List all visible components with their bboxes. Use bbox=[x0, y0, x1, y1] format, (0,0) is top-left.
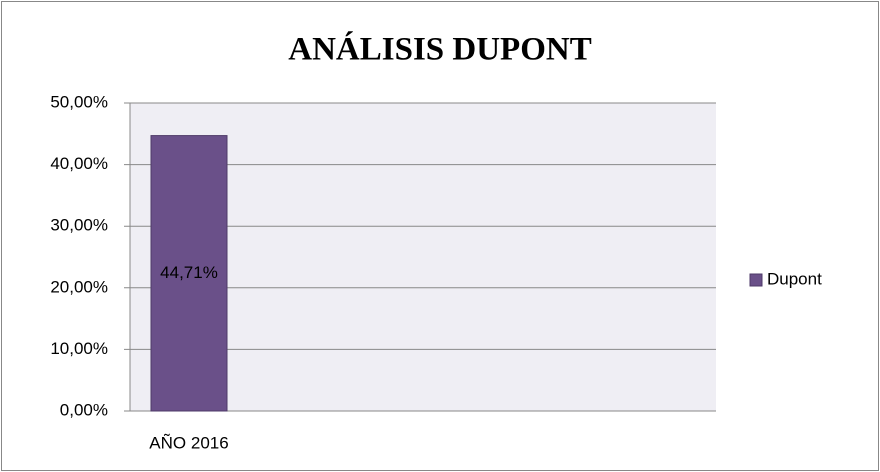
y-tick-label: 10,00% bbox=[50, 339, 108, 358]
legend-label: Dupont bbox=[767, 269, 822, 288]
y-tick-label: 30,00% bbox=[50, 216, 108, 235]
y-tick-label: 20,00% bbox=[50, 277, 108, 296]
y-tick-label: 0,00% bbox=[60, 400, 108, 419]
data-label: 44,71% bbox=[160, 263, 218, 282]
y-tick-label: 50,00% bbox=[50, 92, 108, 111]
legend-swatch bbox=[749, 273, 763, 287]
y-tick-label: 40,00% bbox=[50, 154, 108, 173]
bar bbox=[150, 135, 228, 412]
plot-area bbox=[130, 103, 716, 411]
x-tick-label: AÑO 2016 bbox=[149, 433, 228, 452]
chart-title: ANÁLISIS DUPONT bbox=[288, 31, 591, 68]
